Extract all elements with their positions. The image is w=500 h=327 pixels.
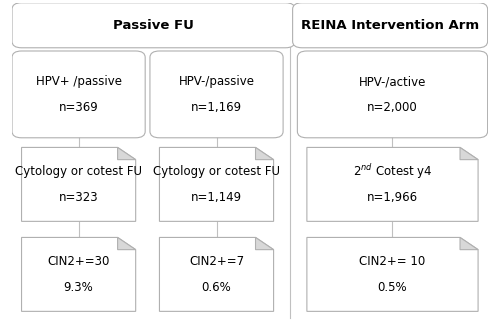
Text: Cytology or cotest FU: Cytology or cotest FU — [15, 165, 142, 178]
FancyBboxPatch shape — [150, 51, 283, 138]
FancyBboxPatch shape — [12, 3, 295, 48]
Polygon shape — [160, 237, 274, 311]
Polygon shape — [118, 237, 136, 250]
FancyBboxPatch shape — [12, 51, 145, 138]
Text: HPV-/passive: HPV-/passive — [178, 75, 254, 88]
Text: CIN2+=7: CIN2+=7 — [189, 255, 244, 268]
Text: Cytology or cotest FU: Cytology or cotest FU — [153, 165, 280, 178]
Text: HPV-/active: HPV-/active — [359, 75, 426, 88]
Polygon shape — [307, 237, 478, 311]
Polygon shape — [460, 237, 478, 250]
Text: n=2,000: n=2,000 — [367, 101, 418, 114]
Text: n=323: n=323 — [59, 191, 98, 204]
Text: 0.6%: 0.6% — [202, 281, 232, 294]
Text: REINA Intervention Arm: REINA Intervention Arm — [301, 19, 479, 32]
Polygon shape — [307, 147, 478, 221]
Text: CIN2+=30: CIN2+=30 — [48, 255, 110, 268]
Text: CIN2+= 10: CIN2+= 10 — [360, 255, 426, 268]
Text: 0.5%: 0.5% — [378, 281, 408, 294]
Text: Passive FU: Passive FU — [113, 19, 194, 32]
Polygon shape — [160, 147, 274, 221]
Text: n=369: n=369 — [58, 101, 98, 114]
Polygon shape — [22, 147, 136, 221]
Polygon shape — [22, 237, 136, 311]
Polygon shape — [460, 147, 478, 160]
Text: n=1,149: n=1,149 — [191, 191, 242, 204]
Polygon shape — [256, 237, 274, 250]
Text: HPV+ /passive: HPV+ /passive — [36, 75, 122, 88]
Text: n=1,966: n=1,966 — [367, 191, 418, 204]
Text: 9.3%: 9.3% — [64, 281, 94, 294]
FancyBboxPatch shape — [298, 51, 488, 138]
FancyBboxPatch shape — [292, 3, 488, 48]
Polygon shape — [118, 147, 136, 160]
Polygon shape — [256, 147, 274, 160]
Text: $2^{nd}$ Cotest y4: $2^{nd}$ Cotest y4 — [352, 162, 432, 181]
Text: n=1,169: n=1,169 — [191, 101, 242, 114]
